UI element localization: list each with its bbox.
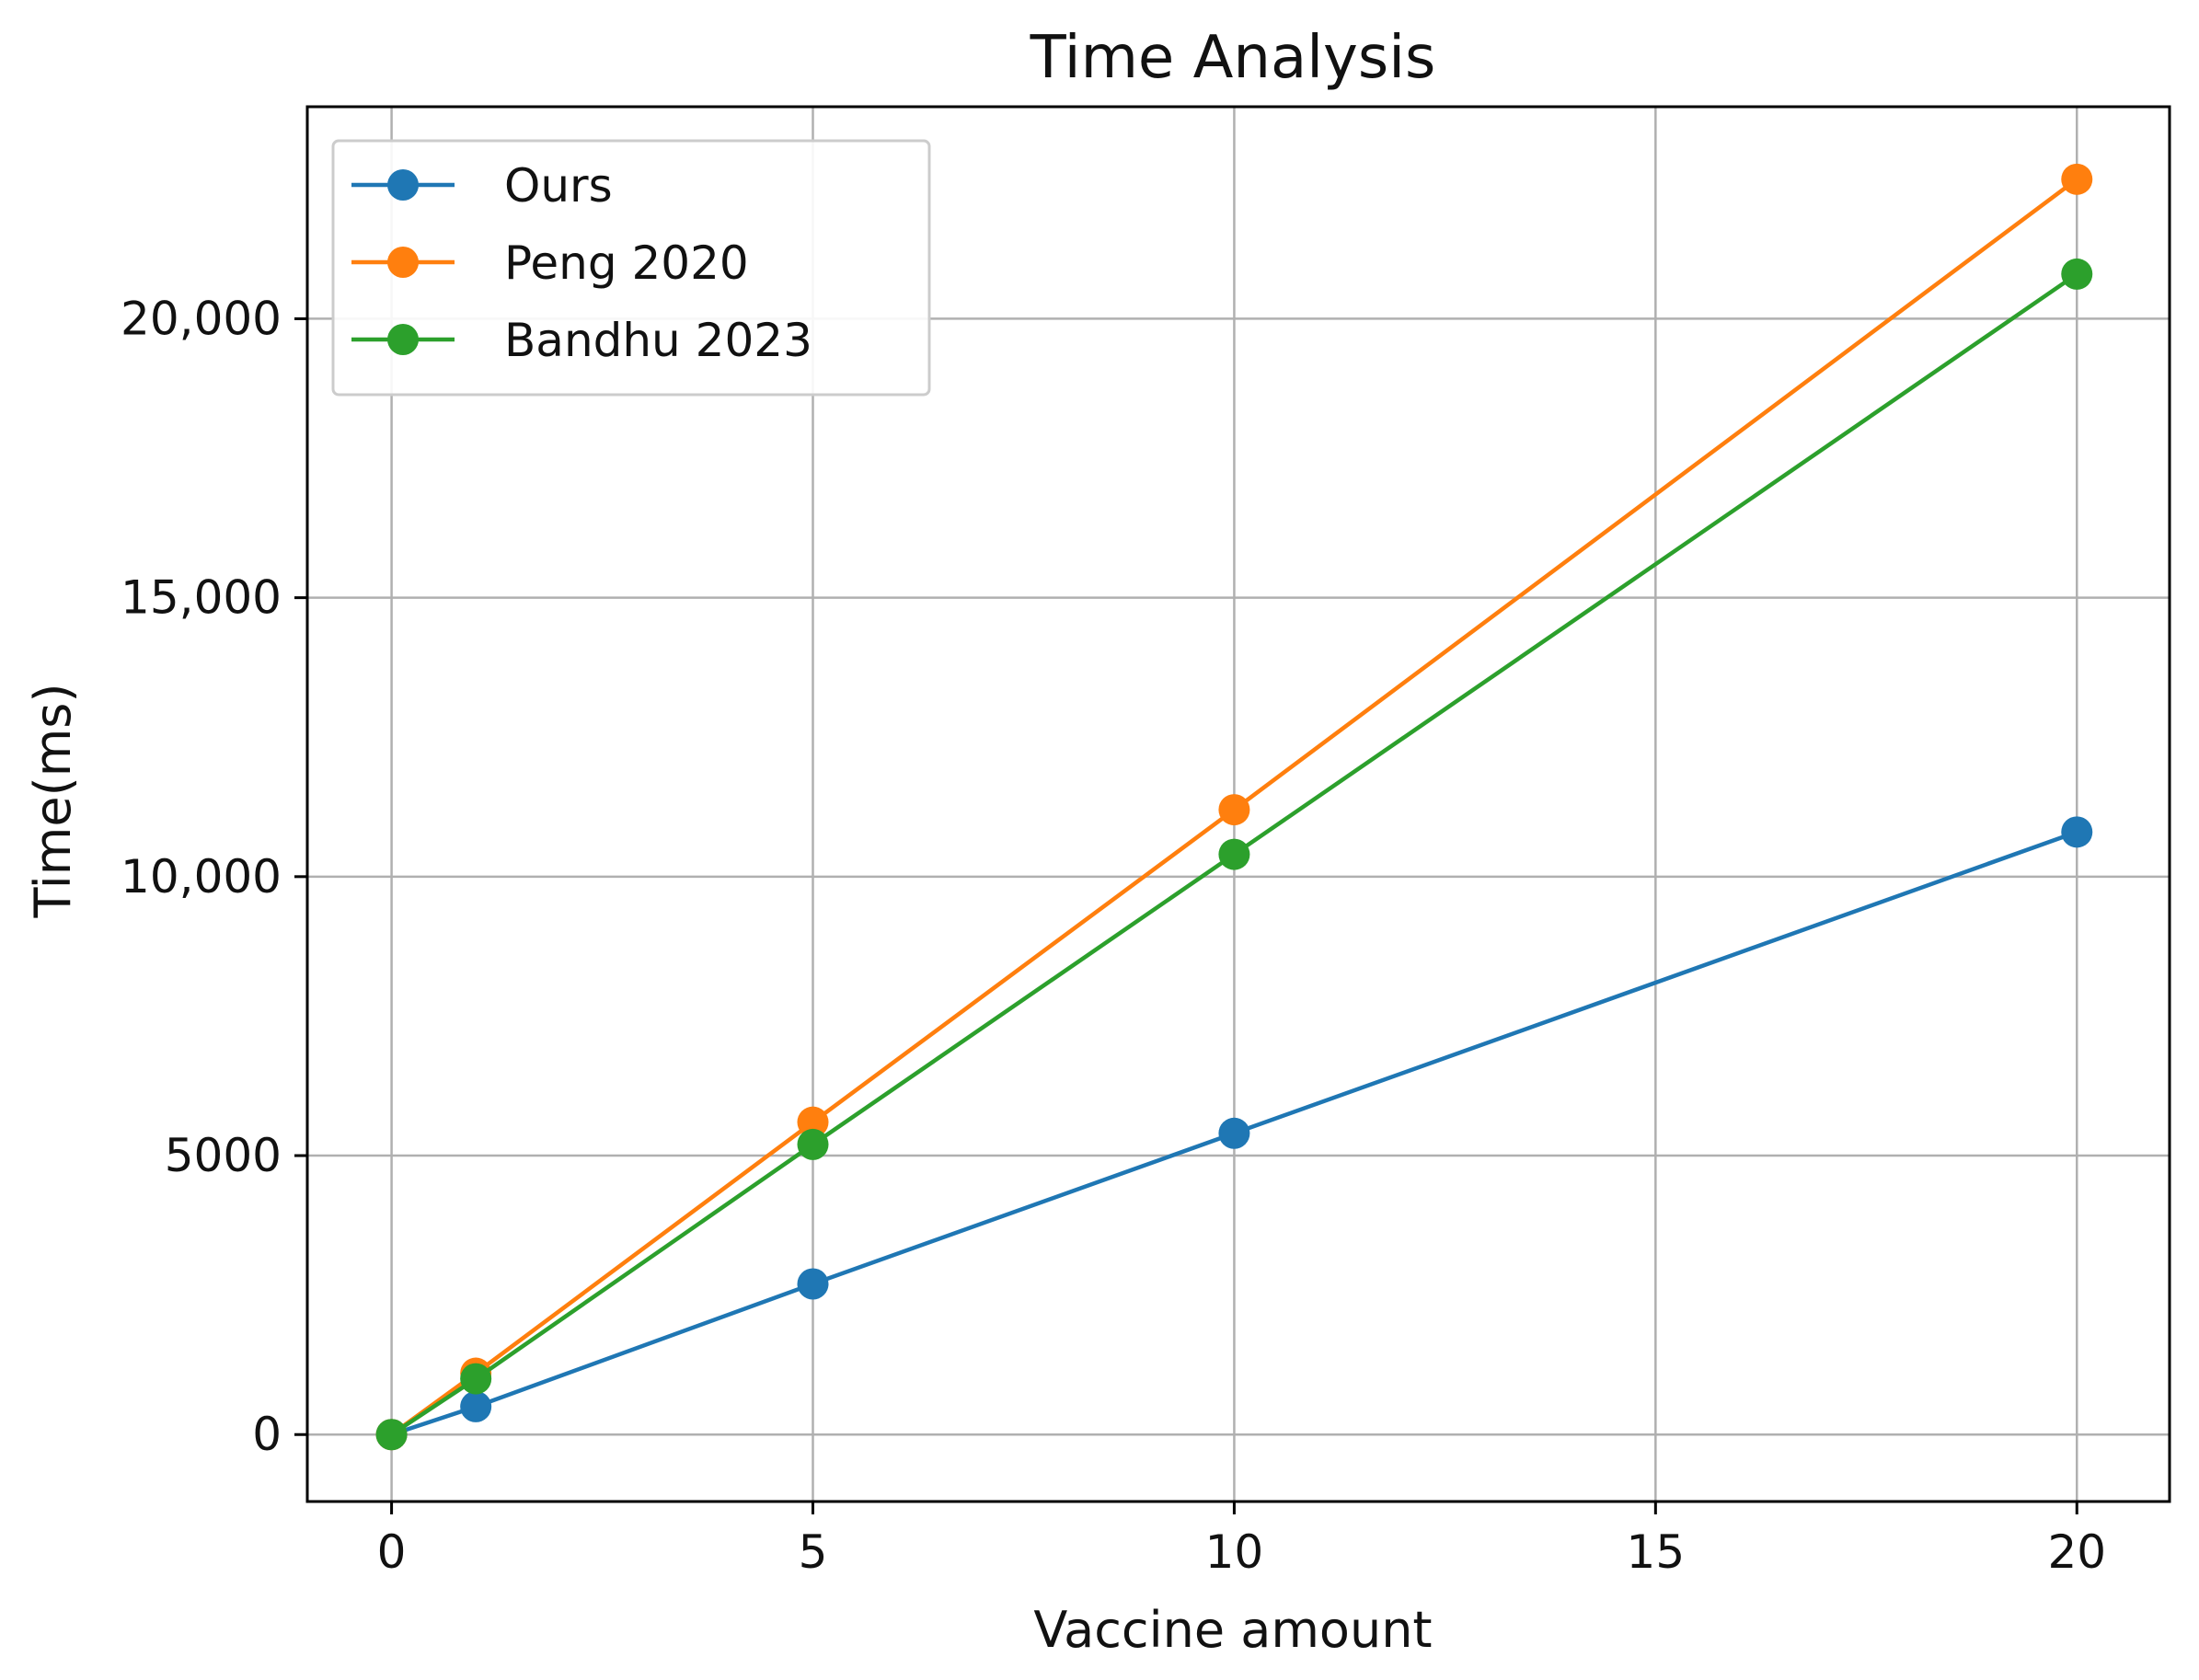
x-tick-label: 0 <box>377 1525 407 1579</box>
ticks: 0 5 10 15 20 0 5000 10,000 15,000 20,000 <box>121 292 2106 1579</box>
data-point <box>1218 794 1250 826</box>
y-axis-label: Time(ms) <box>24 683 82 918</box>
y-tick-label: 5000 <box>165 1129 282 1182</box>
y-tick-label: 0 <box>252 1408 282 1461</box>
y-tick-label: 10,000 <box>121 850 282 903</box>
chart-title: Time Analysis <box>1030 24 1436 92</box>
data-point <box>2061 816 2093 848</box>
legend-item: Peng 2020 <box>351 236 749 290</box>
data-point <box>1218 838 1250 870</box>
y-tick-label: 15,000 <box>121 571 282 625</box>
y-tick-label: 20,000 <box>121 292 282 345</box>
legend-label: Bandhu 2023 <box>504 314 812 367</box>
series-layer <box>375 163 2093 1451</box>
data-point <box>797 1268 829 1300</box>
legend: Ours Peng 2020 Bandhu 2023 <box>331 139 931 397</box>
legend-marker <box>387 247 419 278</box>
legend-item: Ours <box>351 159 613 213</box>
data-point <box>460 1390 492 1422</box>
data-point <box>797 1106 829 1138</box>
x-tick-label: 15 <box>1627 1525 1686 1579</box>
legend-marker <box>387 324 419 355</box>
legend-item: Bandhu 2023 <box>351 314 812 367</box>
legend-label: Ours <box>504 159 613 213</box>
legend-label: Peng 2020 <box>504 236 749 290</box>
x-tick-label: 5 <box>799 1525 828 1579</box>
x-axis-label: Vaccine amount <box>1033 1601 1432 1659</box>
data-point <box>375 1419 408 1451</box>
data-point <box>797 1128 829 1160</box>
data-point <box>2061 258 2093 290</box>
series-bandhu-2023 <box>375 258 2093 1451</box>
x-tick-label: 20 <box>2047 1525 2106 1579</box>
data-point <box>2061 163 2093 195</box>
data-point <box>460 1363 492 1395</box>
x-tick-label: 10 <box>1205 1525 1264 1579</box>
legend-box <box>331 139 931 397</box>
plot-frame <box>305 105 2171 1503</box>
data-point <box>1218 1117 1250 1149</box>
legend-marker <box>387 169 419 201</box>
